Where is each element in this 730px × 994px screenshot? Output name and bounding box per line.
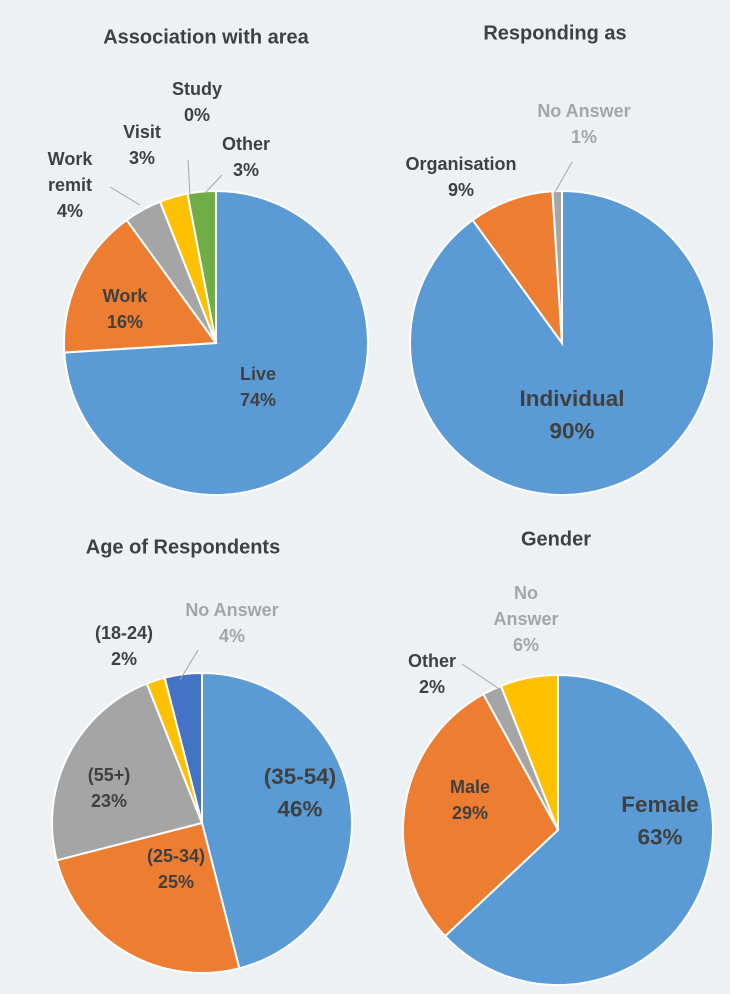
value-label: 2% [419, 677, 445, 697]
slice-label: Work remit [48, 149, 94, 195]
leader-line [461, 663, 499, 689]
slice-label: Male [450, 777, 490, 797]
value-label: 4% [219, 626, 245, 646]
pie-slice [402, 692, 560, 938]
chart-title: Age of Respondents [86, 536, 280, 558]
pie-slice [55, 821, 241, 974]
pie-slice [51, 682, 204, 862]
chart-title: Gender [521, 528, 591, 550]
leader-line [109, 186, 141, 206]
leader-line [187, 159, 191, 197]
value-label: 9% [448, 180, 474, 200]
slice-label: (18-24) [95, 623, 153, 643]
chart-title: Association with area [103, 26, 309, 48]
pie-slice [471, 190, 564, 347]
slice-label: No Answer [493, 583, 558, 629]
pie-slice [201, 671, 353, 970]
slice-label: (55+) [88, 765, 131, 785]
slice-label: Other [222, 134, 270, 154]
value-label: 3% [233, 160, 259, 180]
slice-label: Live [240, 364, 276, 384]
slice-label: (35-54) [264, 764, 337, 789]
slice-label: No Answer [537, 101, 630, 121]
slice-label: Other [408, 651, 456, 671]
leader-line [179, 649, 199, 681]
leader-line [204, 174, 223, 194]
slice-label: Female [621, 792, 699, 817]
value-label: 1% [571, 127, 597, 147]
slice-label: Study [172, 79, 222, 99]
chart-title: Responding as [483, 22, 626, 44]
value-label: 2% [111, 649, 137, 669]
pie-slice [443, 673, 714, 986]
slice-label: Visit [123, 122, 161, 142]
value-label: 63% [637, 825, 682, 850]
value-label: 90% [549, 419, 594, 444]
value-label: 29% [452, 803, 488, 823]
slice-label: (25-34) [147, 846, 205, 866]
value-label: 74% [240, 390, 276, 410]
leader-line [554, 161, 573, 193]
slice-label: Organisation [405, 154, 516, 174]
value-label: 0% [184, 105, 210, 125]
value-label: 6% [513, 635, 539, 655]
slice-label: Work [103, 286, 149, 306]
slice-label: Individual [519, 386, 624, 411]
pie-slice [63, 218, 218, 354]
value-label: 23% [91, 791, 127, 811]
pie-slice [186, 189, 217, 344]
value-label: 46% [277, 797, 322, 822]
value-label: 3% [129, 148, 155, 168]
value-label: 16% [107, 312, 143, 332]
slice-label: No Answer [185, 600, 278, 620]
value-label: 4% [57, 201, 83, 221]
pie-slice [551, 189, 563, 344]
pie-slice [499, 673, 559, 831]
value-label: 25% [158, 872, 194, 892]
